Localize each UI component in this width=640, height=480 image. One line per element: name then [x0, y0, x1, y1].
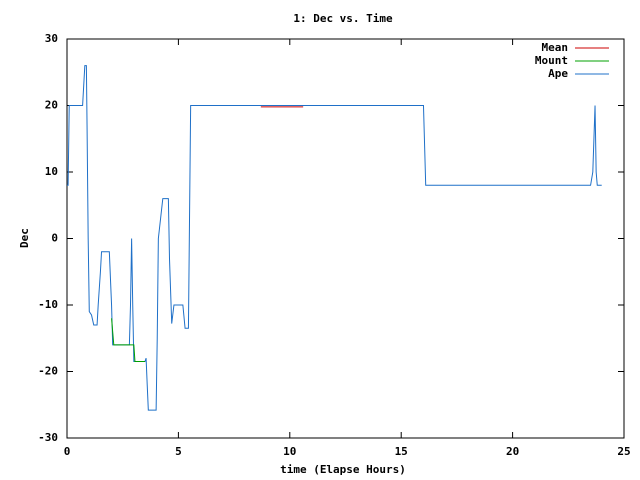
data-line — [111, 318, 145, 363]
chart-title: 1: Dec vs. Time — [293, 12, 393, 25]
x-tick-label: 5 — [175, 445, 182, 458]
y-axis-label: Dec — [18, 228, 31, 248]
x-tick-label: 10 — [283, 445, 296, 458]
y-tick-label: 10 — [45, 165, 58, 178]
x-tick-label: 15 — [395, 445, 408, 458]
y-tick-label: 20 — [45, 99, 58, 112]
x-axis-label: time (Elapse Hours) — [280, 463, 406, 476]
y-tick-label: -30 — [38, 431, 58, 444]
x-tick-label: 0 — [64, 445, 71, 458]
y-tick-label: 30 — [45, 32, 58, 45]
y-tick-label: 0 — [51, 232, 58, 245]
legend-label: Mean — [542, 41, 569, 54]
y-tick-label: -20 — [38, 365, 58, 378]
legend-label: Mount — [535, 54, 568, 67]
x-tick-label: 20 — [506, 445, 519, 458]
legend-label: Ape — [548, 67, 568, 80]
y-tick-label: -10 — [38, 298, 58, 311]
x-tick-label: 25 — [617, 445, 630, 458]
